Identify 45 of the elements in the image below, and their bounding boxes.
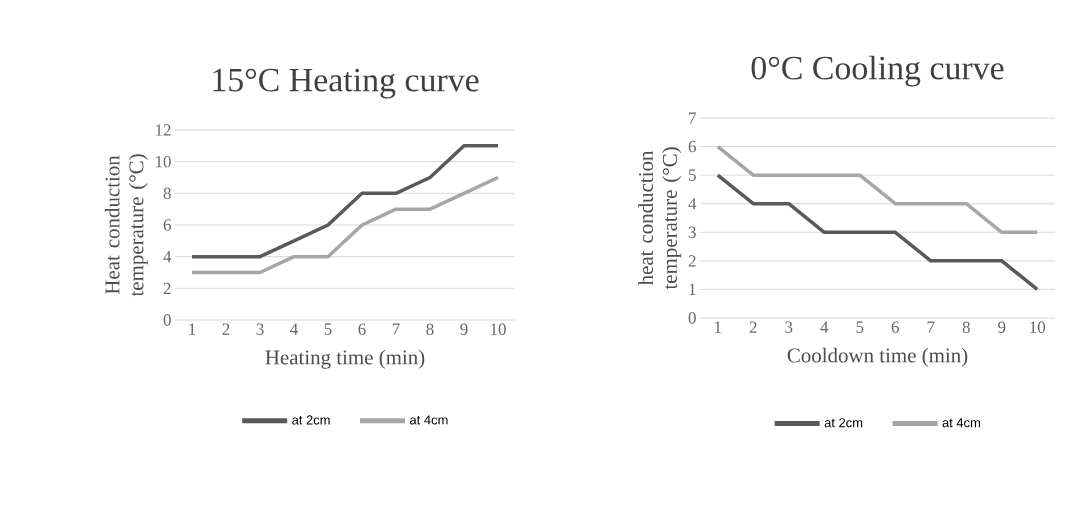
y-tick-label: 2 <box>163 282 171 294</box>
y-tick-label: 5 <box>689 169 696 181</box>
x-tick-label: 9 <box>460 323 468 335</box>
x-tick-label: 2 <box>222 323 230 335</box>
x-tick-label: 8 <box>962 321 970 333</box>
y-tick-label: 4 <box>163 251 172 263</box>
chart-title: 0°C Cooling curve <box>751 55 1004 87</box>
y-axis-title: Heat conduction temperature (°C) <box>104 154 148 297</box>
y-tick-label: 7 <box>689 112 697 124</box>
y-tick-label: 4 <box>688 198 697 210</box>
legend-label: at 4cm <box>942 418 980 428</box>
x-tick-label: 3 <box>785 321 793 333</box>
x-tick-label: 4 <box>820 321 829 333</box>
x-tick-label: 10 <box>491 323 506 335</box>
x-tick-label: 9 <box>998 321 1006 333</box>
legend-label: at 4cm <box>410 415 448 425</box>
x-tick-label: 8 <box>426 323 434 335</box>
y-tick-label: 12 <box>156 124 171 136</box>
y-tick-label: 3 <box>688 226 696 238</box>
y-tick-label: 0 <box>163 314 171 326</box>
x-axis-title: Heating time (min) <box>265 349 425 369</box>
y-tick-label: 0 <box>688 312 696 324</box>
x-tick-label: 4 <box>290 323 298 335</box>
y-axis-title: heat conduction temperature (°C) <box>638 147 682 290</box>
x-tick-label: 7 <box>927 321 935 333</box>
x-tick-label: 7 <box>392 323 400 335</box>
x-tick-label: 1 <box>715 321 721 333</box>
x-tick-label: 5 <box>856 321 864 333</box>
legend-label: at 2cm <box>292 415 330 425</box>
legend-label: at 2cm <box>824 418 863 428</box>
x-tick-label: 6 <box>358 323 366 335</box>
y-tick-label: 6 <box>163 219 171 231</box>
y-tick-label: 8 <box>163 187 171 200</box>
y-tick-label: 6 <box>688 140 696 153</box>
x-tick-label: 2 <box>749 321 757 333</box>
x-tick-label: 10 <box>1030 321 1046 333</box>
x-tick-label: 5 <box>324 323 332 335</box>
x-tick-label: 1 <box>189 323 196 335</box>
y-tick-label: 10 <box>156 155 171 168</box>
chart-title: 15°C Heating curve <box>213 68 479 99</box>
y-tick-label: 1 <box>689 283 696 296</box>
x-axis-title: Cooldown time (min) <box>787 347 968 367</box>
y-tick-label: 2 <box>688 255 696 267</box>
x-tick-label: 6 <box>891 321 899 333</box>
x-tick-label: 3 <box>256 323 264 335</box>
